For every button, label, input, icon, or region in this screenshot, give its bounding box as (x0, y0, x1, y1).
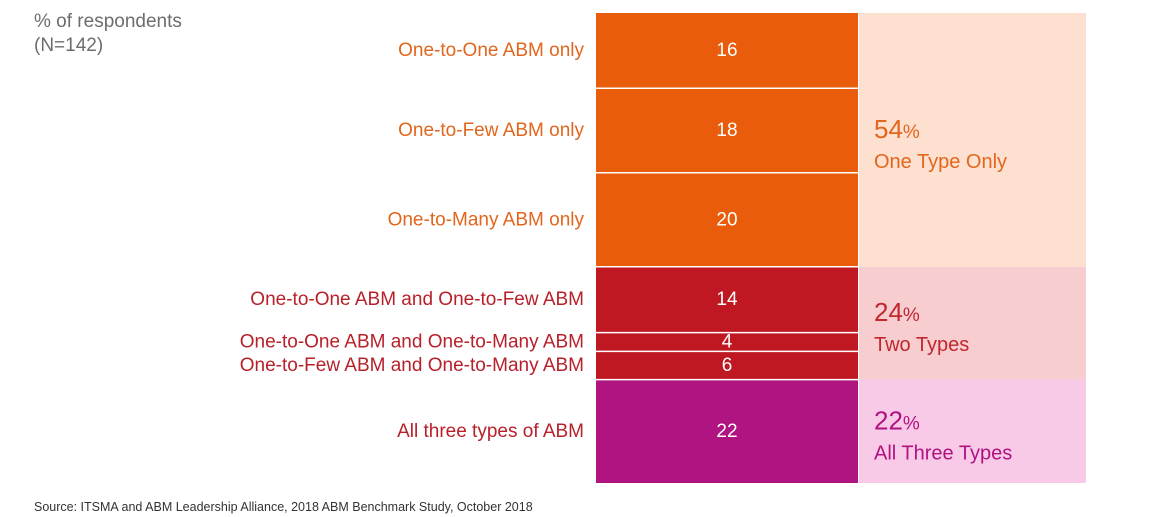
group-panel (859, 266, 1086, 380)
category-label: One-to-One ABM and One-to-Few ABM (250, 289, 584, 310)
group-percent: 22% (874, 405, 920, 435)
bar-segment (596, 13, 858, 89)
group-panel (859, 13, 1086, 267)
bar-segment (596, 266, 858, 333)
group-percent: 54% (874, 114, 920, 144)
data-label: 14 (716, 289, 738, 310)
stacked-bar-chart: 54% One Type Only 24% Two Types 22% All Three… (240, 13, 1086, 483)
unit-note: % of respondents (N=142) (34, 10, 182, 58)
category-label: One-to-One ABM only (398, 40, 584, 61)
group-label: One Type Only (874, 151, 1007, 173)
group-panel (859, 379, 1086, 483)
bar-segment (596, 172, 858, 267)
category-label: One-to-Few ABM only (398, 120, 584, 141)
data-label: 16 (716, 40, 737, 61)
data-label: 4 (722, 332, 733, 353)
unit-note-line-1: % of respondents (34, 11, 182, 32)
bar-segment (596, 379, 858, 483)
data-label: 6 (722, 355, 733, 376)
group-label: All Three Types (874, 442, 1012, 464)
data-label: 20 (716, 209, 737, 230)
bar-segment (596, 351, 858, 380)
category-label: All three types of ABM (397, 421, 584, 442)
category-label: One-to-Few ABM and One-to-Many ABM (240, 355, 584, 376)
data-label: 22 (716, 421, 737, 442)
unit-note-line-2: (N=142) (34, 35, 104, 56)
category-label: One-to-One ABM and One-to-Many ABM (240, 332, 584, 353)
category-label: One-to-Many ABM only (388, 209, 585, 230)
bar-segment (596, 88, 858, 173)
group-percent: 24% (874, 297, 920, 327)
data-label: 18 (716, 120, 737, 141)
source-note: Source: ITSMA and ABM Leadership Allianc… (34, 500, 533, 514)
bar-segment (596, 332, 858, 352)
group-label: Two Types (874, 334, 969, 356)
